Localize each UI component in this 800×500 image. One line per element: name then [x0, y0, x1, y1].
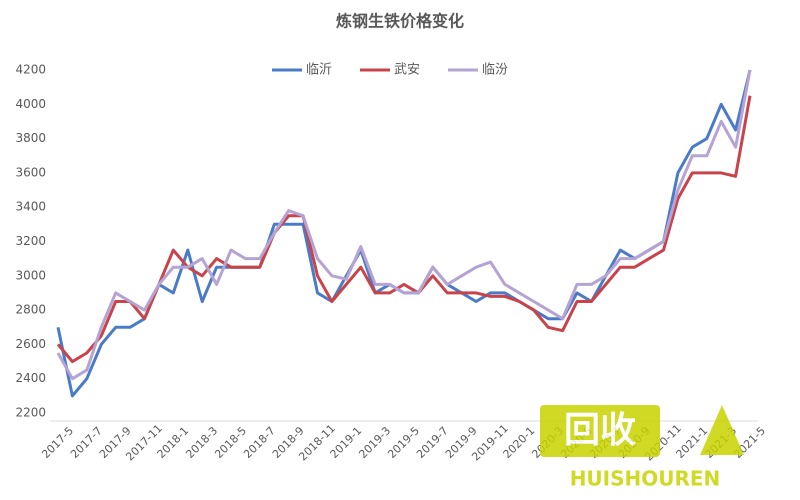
y-tick-label: 2600	[15, 337, 46, 351]
y-tick-label: 3800	[15, 131, 46, 145]
watermark: 回收 HUISHOUREN	[540, 405, 744, 491]
series-line	[56, 69, 752, 398]
watermark-box	[540, 405, 660, 457]
series-line	[56, 69, 752, 381]
y-tick-label: 4000	[15, 97, 46, 111]
legend-label: 临汾	[482, 63, 508, 78]
watermark-subtext: HUISHOUREN	[570, 467, 721, 491]
y-tick-label: 4200	[15, 63, 46, 77]
legend-label: 临沂	[306, 63, 332, 78]
watermark-icon	[700, 405, 744, 455]
y-tick-label: 3400	[15, 200, 46, 214]
y-tick-label: 2400	[15, 371, 46, 385]
y-tick-label: 2800	[15, 303, 46, 317]
y-tick-label: 3000	[15, 268, 46, 282]
watermark-text: 回收	[564, 410, 636, 451]
y-tick-label: 2200	[15, 406, 46, 420]
chart-title: 炼钢生铁价格变化	[336, 12, 464, 31]
y-tick-label: 3600	[15, 165, 46, 179]
y-tick-label: 3200	[15, 234, 46, 248]
legend-label: 武安	[394, 63, 420, 78]
series-line	[56, 95, 752, 364]
